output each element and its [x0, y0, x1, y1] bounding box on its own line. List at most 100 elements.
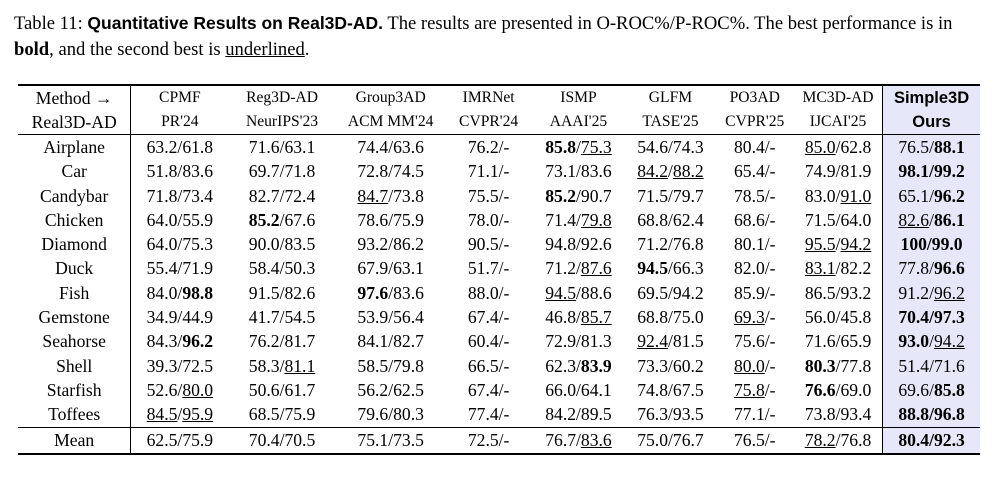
p-roc-value: - [769, 379, 776, 400]
table-cell: 72.8/74.5 [336, 159, 446, 183]
separator: / [668, 258, 673, 279]
separator: / [576, 331, 581, 352]
separator: / [498, 137, 504, 157]
p-roc-value: 70.5 [284, 429, 316, 450]
separator: / [498, 282, 504, 303]
table-row: Duck 55.4/71.9 58.4/50.3 67.9/63.1 51.7/- 71.… [18, 256, 980, 281]
separator: / [835, 258, 841, 279]
p-roc-value: 98.8 [182, 282, 214, 303]
table-cell: 54.6/74.3 [625, 134, 716, 160]
o-roc-value: 70.4 [898, 307, 930, 328]
separator: / [668, 161, 673, 182]
p-roc-value: 96.2 [182, 331, 214, 352]
row-category: Starfish [18, 377, 132, 403]
o-roc-value: 85.2 [248, 209, 280, 230]
p-roc-value: - [503, 185, 510, 206]
o-roc-value: 71.8 [146, 185, 178, 206]
table-cell: 80.4/92.3 [882, 426, 980, 455]
separator: / [764, 429, 770, 450]
o-roc-value: 68.8 [637, 209, 668, 230]
p-roc-value: 63.1 [284, 137, 316, 157]
table-cell: 66.5/- [446, 354, 532, 378]
p-roc-value: 55.9 [182, 209, 214, 230]
p-roc-value: - [769, 185, 776, 206]
header-row: Real3D-AD PR'24 NeurIPS'23 ACM MM'24 CVPR'24… [18, 110, 980, 135]
o-roc-value: 46.8 [545, 307, 577, 328]
table-cell: 84.2/89.5 [532, 402, 626, 427]
row-category: Duck [18, 256, 132, 281]
p-roc-value: - [769, 355, 776, 376]
table-cell: 75.6/- [716, 329, 794, 353]
column-header: GLFM [625, 84, 716, 110]
table-cell: 65.1/96.2 [882, 183, 980, 208]
separator: / [576, 429, 581, 450]
table-cell: 71.5/64.0 [793, 207, 884, 233]
table-cell: 84.1/82.7 [336, 329, 446, 353]
table-cell: 71.6/63.1 [228, 134, 336, 160]
table-caption: Table 11: Quantitative Results on Real3D… [14, 10, 989, 63]
o-roc-value: 82.0 [733, 258, 765, 279]
separator: / [929, 209, 934, 230]
p-roc-value: 63.1 [393, 258, 424, 279]
column-header: PO3AD [715, 84, 794, 110]
o-roc-value: 93.0 [898, 331, 930, 352]
method-header: Real3D-AD [18, 110, 132, 135]
p-roc-value: 77.8 [840, 355, 872, 376]
p-roc-value: 67.6 [284, 209, 316, 230]
o-roc-value: 67.9 [357, 258, 389, 279]
table-cell: 75.5/- [446, 184, 532, 208]
separator: / [279, 209, 285, 230]
table-cell: 78.6/75.9 [336, 208, 446, 232]
separator: / [498, 258, 504, 279]
o-roc-value: 70.4 [248, 429, 280, 450]
separator: / [929, 404, 934, 425]
o-roc-value: 77.1 [733, 404, 765, 425]
o-roc-value: 69.3 [733, 307, 765, 328]
o-roc-value: 76.5 [898, 137, 930, 157]
separator: / [835, 307, 841, 328]
p-roc-value: 44.9 [182, 307, 214, 328]
o-roc-value: 84.2 [545, 404, 577, 425]
separator: / [576, 404, 581, 425]
o-roc-value: 83.0 [804, 185, 836, 206]
separator: / [177, 331, 183, 352]
p-roc-value: 94.2 [672, 282, 704, 303]
row-category: Seahorse [18, 329, 132, 354]
o-roc-value: 64.0 [146, 209, 178, 230]
p-roc-value: 83.6 [580, 161, 612, 182]
header-row: Method → CPMF Reg3D-AD Group3AD IMRNet ISMP GL… [18, 84, 980, 110]
table-cell: 98.1/99.2 [882, 159, 980, 184]
p-roc-value: - [503, 282, 510, 303]
separator: / [835, 331, 841, 352]
table-cell: 93.2/86.2 [336, 232, 446, 256]
o-roc-value: 85.0 [804, 137, 836, 157]
table-cell: 67.4/- [446, 378, 532, 402]
p-roc-value: 71.6 [934, 355, 965, 376]
p-roc-value: 83.6 [182, 161, 214, 182]
o-roc-value: 82.7 [248, 185, 280, 206]
separator: / [926, 234, 932, 255]
table-cell: 53.9/56.4 [336, 305, 446, 329]
row-category: Airplane [18, 134, 132, 160]
p-roc-value: 66.3 [672, 258, 704, 279]
o-roc-value: 63.2 [146, 137, 178, 157]
o-roc-value: 69.7 [248, 161, 280, 182]
o-roc-value: 68.6 [733, 209, 765, 230]
table-cell: 51.4/71.6 [882, 353, 980, 378]
separator: / [498, 161, 504, 182]
table-cell: 97.6/83.6 [336, 281, 446, 305]
column-header: CVPR'25 [725, 113, 785, 130]
table-row: Gemstone 34.9/44.9 41.7/54.5 53.9/56.4 67.4/… [18, 305, 980, 330]
separator: / [498, 379, 504, 400]
p-roc-value: 94.2 [840, 234, 872, 255]
table-cell: 58.4/50.3 [228, 256, 335, 280]
table-cell: 69.5/94.2 [625, 281, 715, 305]
separator: / [576, 234, 581, 255]
p-roc-value: 81.3 [580, 331, 612, 352]
table-cell: 88.8/96.8 [882, 402, 980, 428]
table-cell: 80.3/77.8 [793, 353, 884, 378]
row-category: Fish [18, 280, 132, 306]
separator: / [177, 258, 183, 279]
separator: / [498, 355, 504, 376]
table-cell: 84.7/73.8 [336, 184, 446, 208]
